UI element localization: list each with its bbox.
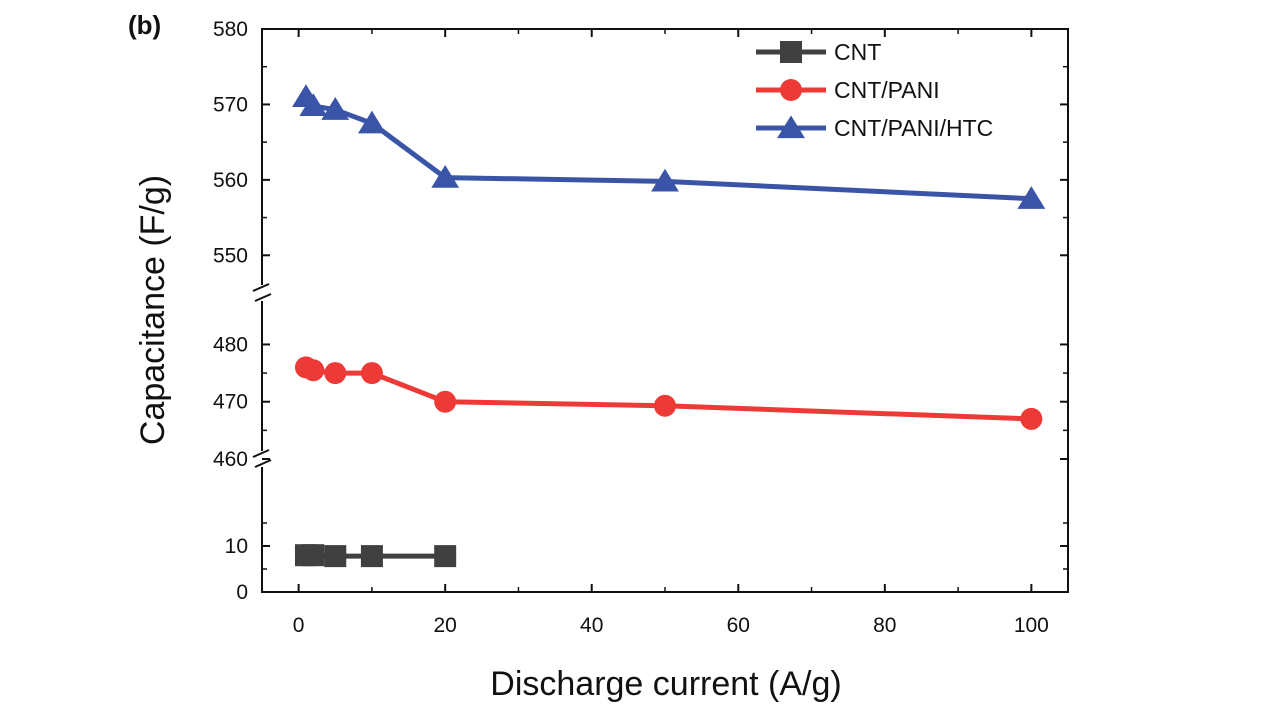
axis-break-mark bbox=[252, 283, 270, 292]
x-tick-label: 20 bbox=[434, 614, 457, 637]
x-tick-label: 80 bbox=[873, 614, 896, 637]
y-tick-label: 550 bbox=[213, 244, 248, 267]
legend-label-cnt: CNT bbox=[834, 39, 881, 65]
data-point-cnt-pani-htc bbox=[357, 110, 386, 134]
y-tick-label: 470 bbox=[213, 391, 248, 414]
legend-marker-cnt-pani-htc bbox=[777, 115, 805, 139]
y-tick-label: 580 bbox=[213, 18, 248, 41]
y-tick-label: 480 bbox=[213, 333, 248, 356]
y-tick-label: 0 bbox=[236, 581, 248, 604]
data-point-cnt bbox=[434, 545, 457, 568]
y-tick-label: 560 bbox=[213, 169, 248, 192]
data-point-cnt-pani bbox=[302, 359, 325, 382]
data-point-cnt bbox=[324, 545, 347, 568]
x-tick-label: 40 bbox=[580, 614, 603, 637]
panel-label: (b) bbox=[128, 10, 162, 40]
x-tick-label: 60 bbox=[727, 614, 750, 637]
data-point-cnt-pani-htc bbox=[299, 93, 328, 117]
legend-label-cnt-pani-htc: CNT/PANI/HTC bbox=[834, 115, 993, 141]
data-point-cnt-pani-htc bbox=[321, 97, 350, 120]
data-point-cnt-pani-htc bbox=[651, 168, 679, 192]
x-tick-label: 100 bbox=[1014, 614, 1049, 637]
axis-break-mark bbox=[252, 449, 270, 458]
legend-label-cnt-pani: CNT/PANI bbox=[834, 77, 940, 103]
data-point-cnt bbox=[302, 544, 325, 567]
x-tick-label: 0 bbox=[293, 614, 305, 637]
data-point-cnt-pani bbox=[360, 362, 383, 385]
data-point-cnt-pani bbox=[434, 390, 457, 413]
data-point-cnt-pani bbox=[654, 394, 676, 417]
data-point-cnt-pani-htc bbox=[1017, 186, 1046, 209]
data-point-cnt bbox=[360, 545, 383, 568]
data-point-cnt-pani bbox=[324, 362, 347, 385]
data-point-cnt-pani bbox=[1020, 407, 1043, 430]
y-axis-title: Capacitance (F/g) bbox=[134, 175, 172, 445]
plot-frame bbox=[261, 28, 1069, 593]
data-point-cnt-pani-htc bbox=[431, 164, 460, 188]
legend-marker-cnt-pani bbox=[780, 79, 802, 101]
legend-marker-cnt bbox=[780, 41, 802, 63]
axis-break-mark bbox=[254, 459, 272, 468]
y-tick-label: 570 bbox=[213, 93, 248, 116]
y-tick-label: 460 bbox=[213, 448, 248, 471]
x-axis-title: Discharge current (A/g) bbox=[490, 665, 841, 703]
axis-break-mark bbox=[254, 293, 272, 302]
y-tick-label: 10 bbox=[225, 535, 248, 558]
